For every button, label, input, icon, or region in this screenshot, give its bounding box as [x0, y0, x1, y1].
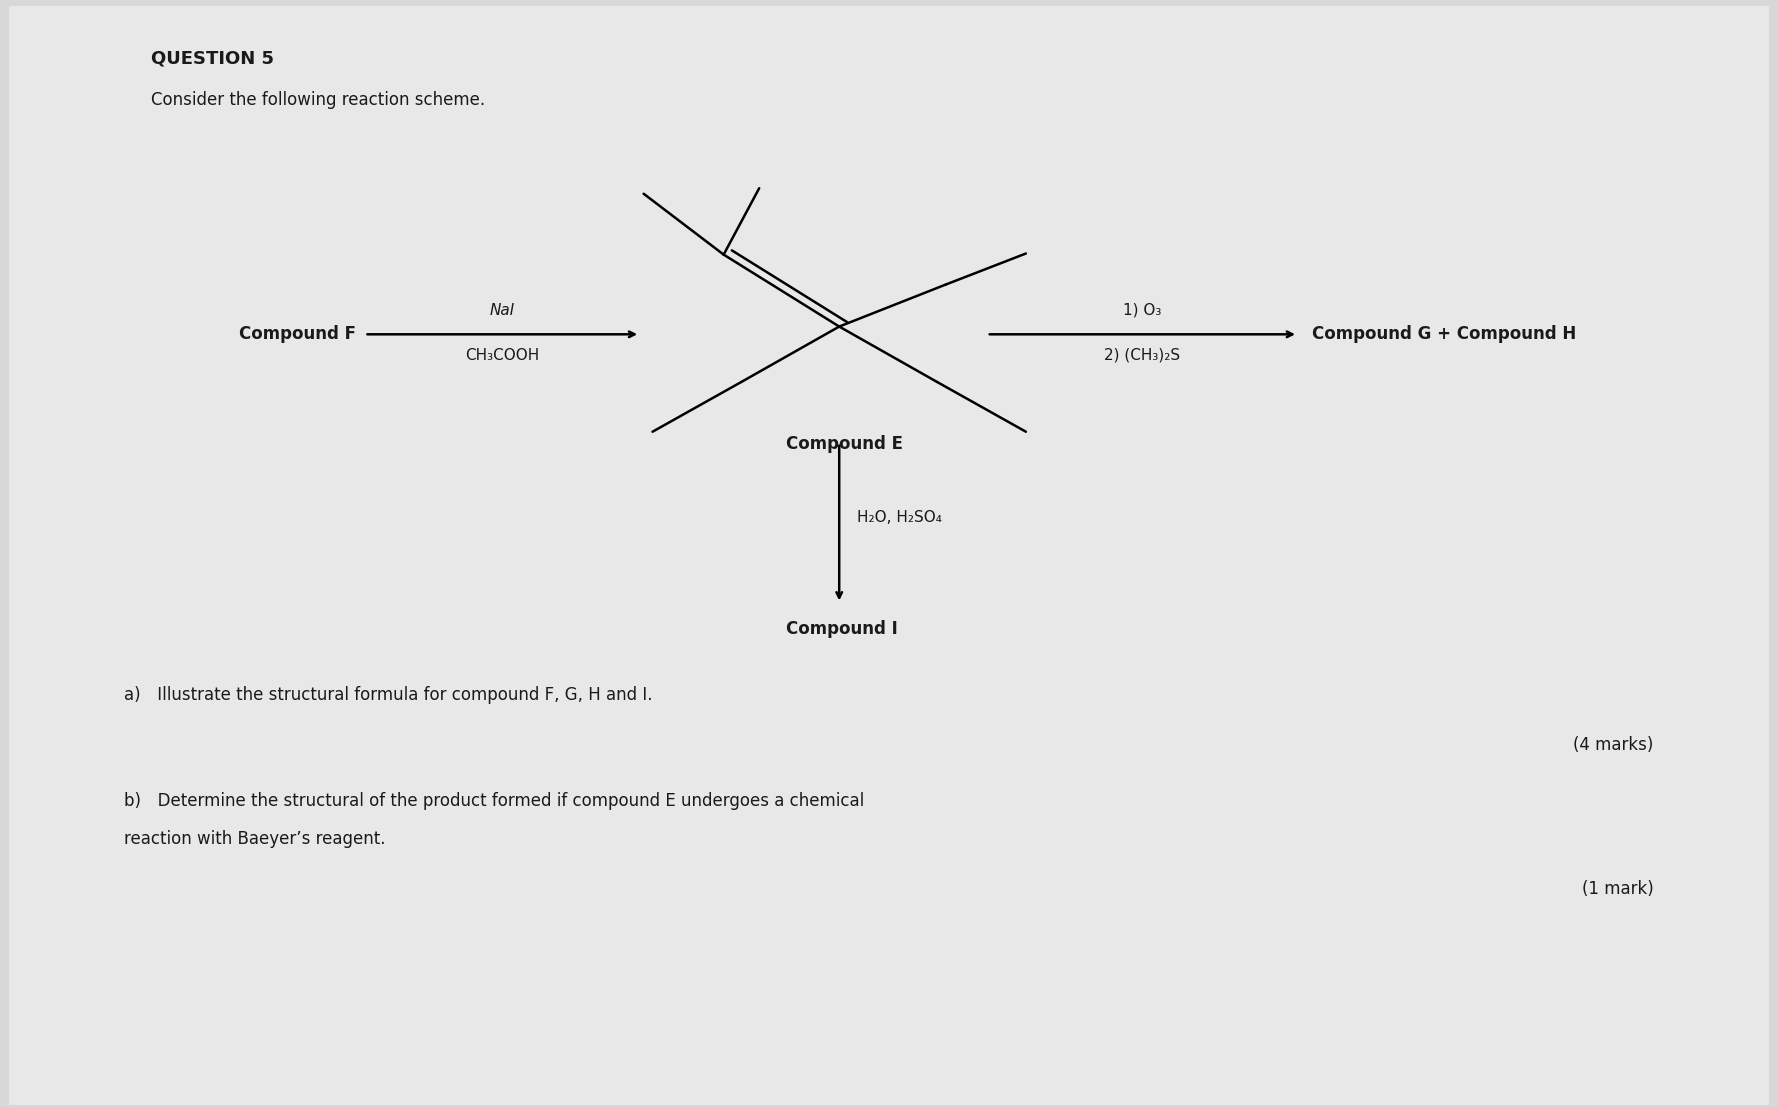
Text: 2) (CH₃)₂S: 2) (CH₃)₂S — [1104, 348, 1181, 363]
Text: H₂O, H₂SO₄: H₂O, H₂SO₄ — [857, 510, 942, 525]
Text: Compound F: Compound F — [238, 325, 356, 343]
Text: (4 marks): (4 marks) — [1574, 736, 1654, 754]
FancyBboxPatch shape — [9, 6, 1769, 1105]
Text: Consider the following reaction scheme.: Consider the following reaction scheme. — [151, 91, 485, 108]
Text: Compound I: Compound I — [786, 620, 898, 638]
Text: Compound G + Compound H: Compound G + Compound H — [1312, 325, 1577, 343]
Text: NaI: NaI — [489, 302, 516, 318]
Text: QUESTION 5: QUESTION 5 — [151, 50, 274, 68]
Text: CH₃COOH: CH₃COOH — [466, 348, 539, 363]
Text: 1) O₃: 1) O₃ — [1124, 302, 1161, 318]
Text: b) Determine the structural of the product formed if compound E undergoes a chem: b) Determine the structural of the produ… — [124, 792, 864, 809]
Text: (1 mark): (1 mark) — [1582, 880, 1654, 898]
Text: Compound E: Compound E — [786, 435, 903, 453]
Text: reaction with Baeyer’s reagent.: reaction with Baeyer’s reagent. — [124, 830, 386, 848]
Text: a) Illustrate the structural formula for compound F, G, H and I.: a) Illustrate the structural formula for… — [124, 686, 653, 704]
